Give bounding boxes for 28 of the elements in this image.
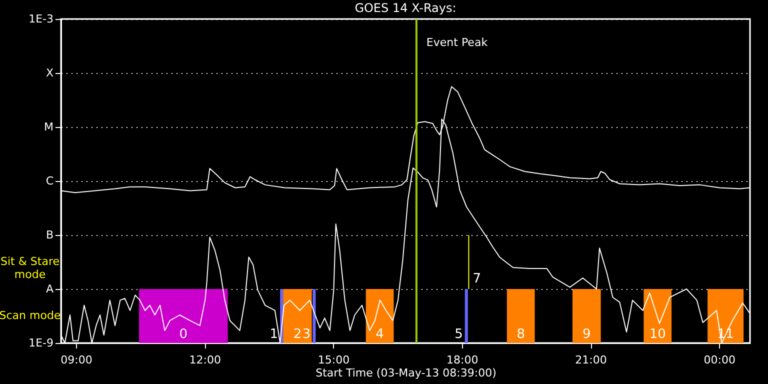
y-tick-label: A bbox=[46, 282, 54, 296]
x-tick-label: 15:00 bbox=[318, 354, 350, 366]
band-label: 4 bbox=[376, 327, 384, 342]
ref-line-label: Event Peak bbox=[426, 36, 488, 49]
annotation: 7 bbox=[472, 271, 482, 286]
text: Scan mode bbox=[0, 309, 61, 322]
x-tick-label: 00:00 bbox=[704, 354, 736, 366]
band-label: 8 bbox=[516, 327, 525, 342]
band-label: 5 bbox=[454, 327, 463, 342]
band-label: 0 bbox=[179, 327, 188, 342]
y-tick-label: X bbox=[46, 66, 54, 80]
band-label: 10 bbox=[649, 327, 666, 342]
band-label: 9 bbox=[582, 327, 591, 342]
y-tick-label: B bbox=[46, 228, 54, 242]
chart-title: GOES 14 X-Rays: bbox=[354, 1, 456, 15]
y-tick-label: M bbox=[44, 120, 54, 134]
band-label: 3 bbox=[302, 327, 311, 342]
y-tick-label: 1E-9 bbox=[28, 336, 54, 350]
x-axis-title: Start Time (03-May-13 08:39:00) bbox=[316, 366, 496, 380]
band-label: 1 bbox=[270, 327, 278, 342]
x-tick-label: 18:00 bbox=[446, 354, 478, 366]
band-label: 2 bbox=[293, 327, 302, 342]
x-tick-label: 09:00 bbox=[60, 354, 92, 366]
y-tick-label: C bbox=[46, 174, 54, 188]
x-tick-label: 21:00 bbox=[575, 354, 607, 366]
text: Sit & Stare mode bbox=[0, 255, 60, 281]
x-tick-label: 12:00 bbox=[189, 354, 221, 366]
y-tick-label: 1E-3 bbox=[28, 12, 54, 26]
